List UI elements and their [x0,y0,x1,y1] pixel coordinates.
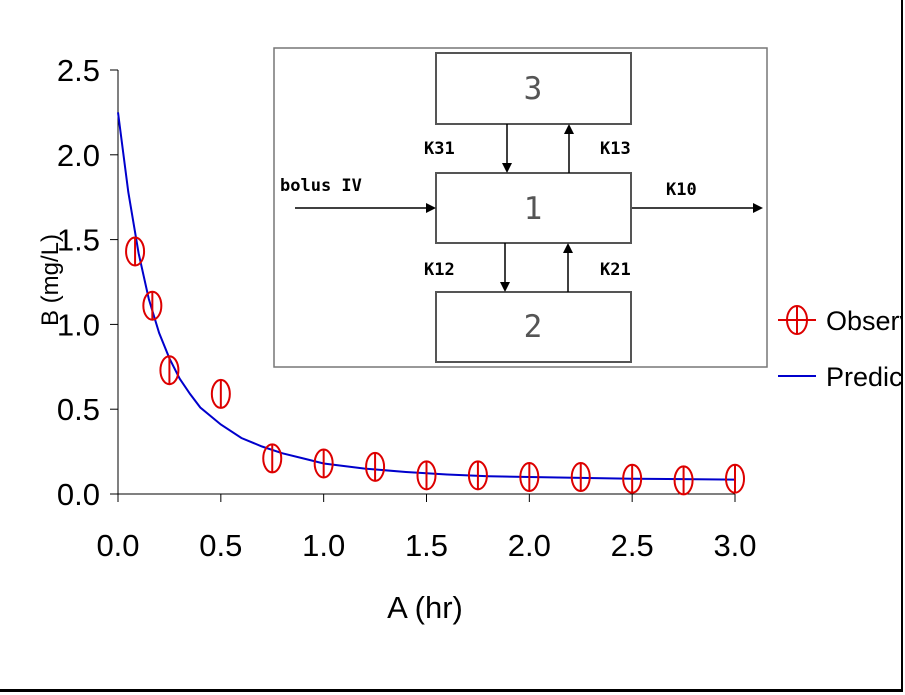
compartment-1-box [435,172,632,244]
y-tick-label: 0.5 [57,392,100,427]
k31-label: K31 [424,139,455,159]
observed-point [262,443,283,474]
x-tick-label: 0.0 [96,528,139,563]
y-axis-title: B (mg/L) [37,234,64,326]
observed-point [210,378,231,409]
observed-point [622,463,643,494]
compartment-2-box [435,291,632,363]
observed-point [142,290,163,321]
x-axis-title: A (hr) [387,590,463,625]
observed-point [313,448,334,479]
observed-point [416,460,437,491]
legend: Observed Predicted [778,305,903,392]
y-tick-label: 1.0 [57,307,100,342]
y-tick-label: 2.0 [57,138,100,173]
x-tick-label: 0.5 [199,528,242,563]
k13-label: K13 [600,139,631,159]
tick-labels: 0.0 0.5 1.0 1.5 2.0 2.5 3.0 0.0 0.5 1.0 1.5 2.0 2.5 [57,53,757,563]
observed-point [673,465,694,496]
legend-predicted-label: Predicted [826,362,903,392]
compartment-1-label: 1 [524,191,543,227]
k10-label: K10 [666,180,697,200]
series-observed [125,236,745,496]
compartment-3-box [435,52,632,125]
legend-item-observed: Observed [778,305,903,336]
x-tick-label: 1.0 [302,528,345,563]
x-tick-label: 2.5 [611,528,654,563]
compartment-2-label: 2 [524,309,543,345]
observed-point [519,462,540,493]
legend-observed-label: Observed [826,306,903,336]
compartment-3-label: 3 [524,71,543,107]
y-tick-label: 2.5 [57,53,100,88]
x-tick-label: 1.5 [405,528,448,563]
observed-point [467,460,488,491]
observed-point [159,355,180,386]
observed-point [725,463,745,494]
x-tick-label: 3.0 [713,528,756,563]
y-tick-label: 1.5 [57,223,100,258]
x-tick-label: 2.0 [508,528,551,563]
observed-point [570,462,591,493]
observed-point [125,236,146,267]
observed-point [365,451,386,482]
k12-label: K12 [424,260,455,280]
compartment-diagram: 3 1 2 bolus IV K10 K31 K13 K12 K21 [273,47,768,368]
axis-ticks [110,69,736,502]
legend-item-predicted: Predicted [778,362,903,392]
y-tick-label: 0.0 [57,477,100,512]
k21-label: K21 [600,260,631,280]
bolus-label: bolus IV [280,176,362,196]
